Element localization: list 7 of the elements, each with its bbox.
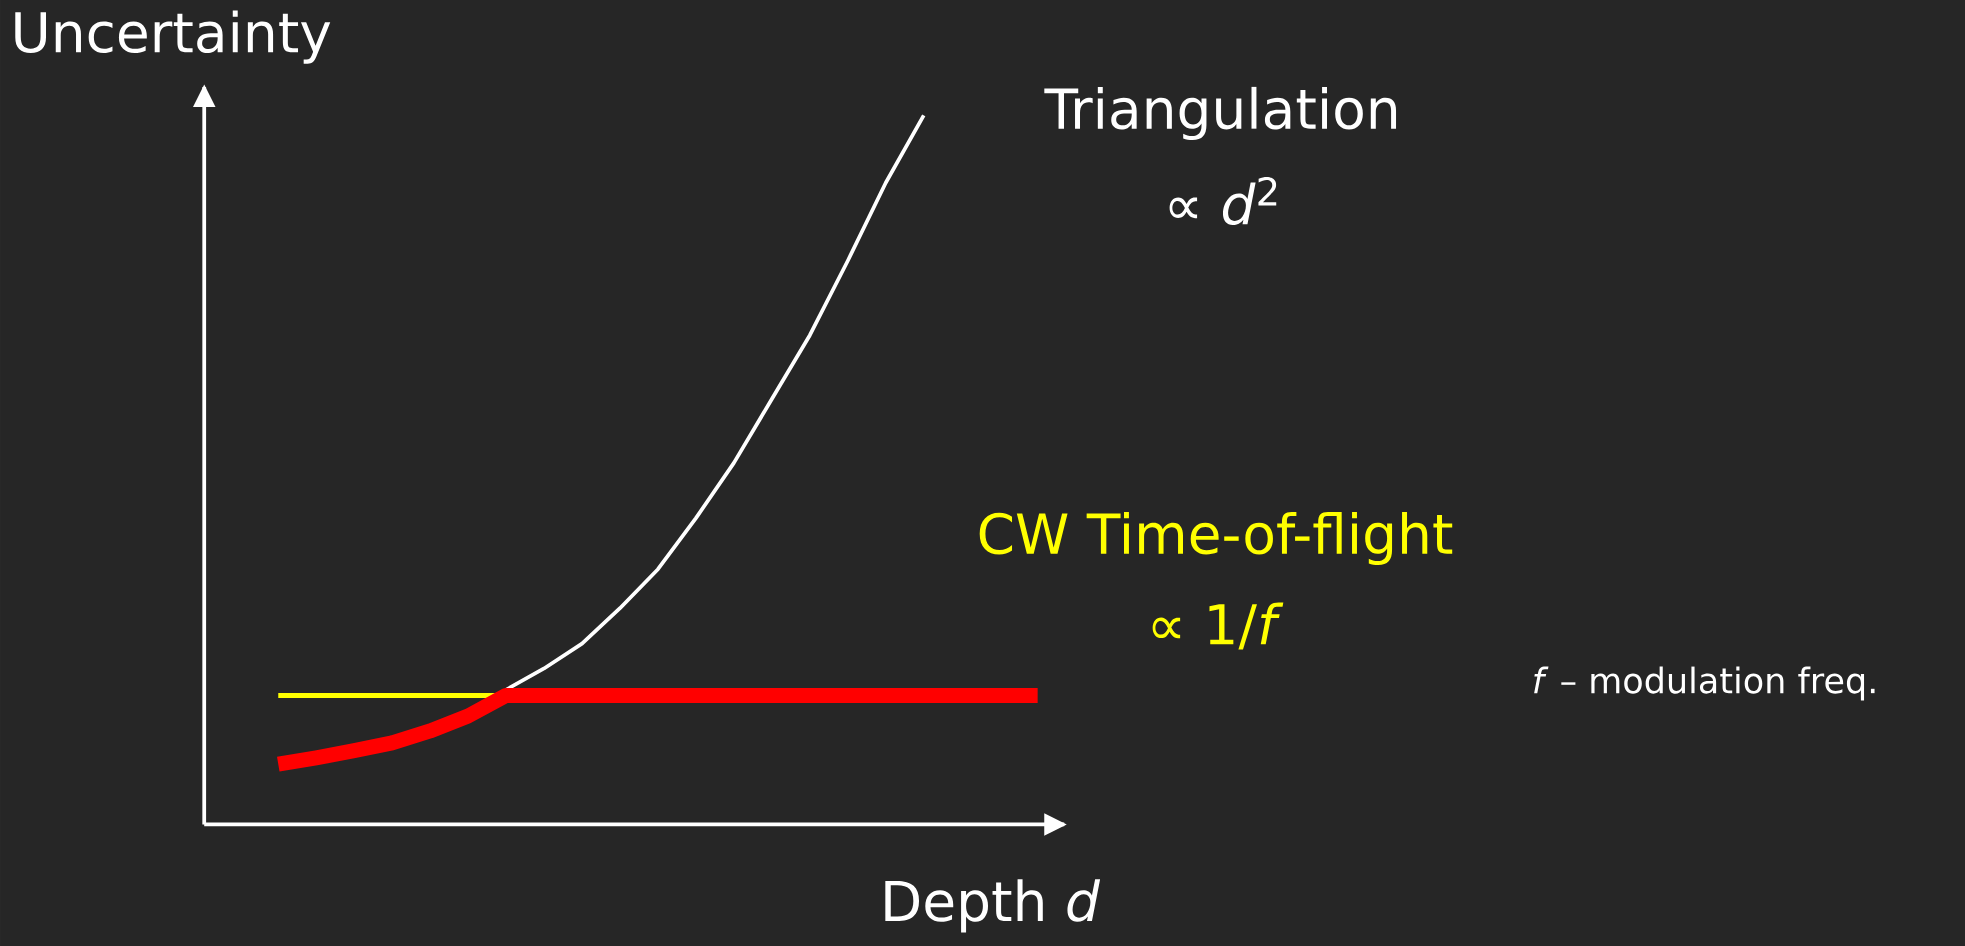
text: ∝ d$^{2}$: [1169, 176, 1277, 226]
annotation: CW Time-of-flight: [979, 511, 1453, 566]
annotation: Triangulation: [1044, 86, 1397, 141]
y-axis-title: Uncertainty: [15, 10, 331, 64]
text: ∝ 1/f: [1152, 602, 1284, 650]
text: f – modulation freq.: [1534, 666, 1875, 701]
x-axis-title: Depth d: [885, 879, 1101, 933]
